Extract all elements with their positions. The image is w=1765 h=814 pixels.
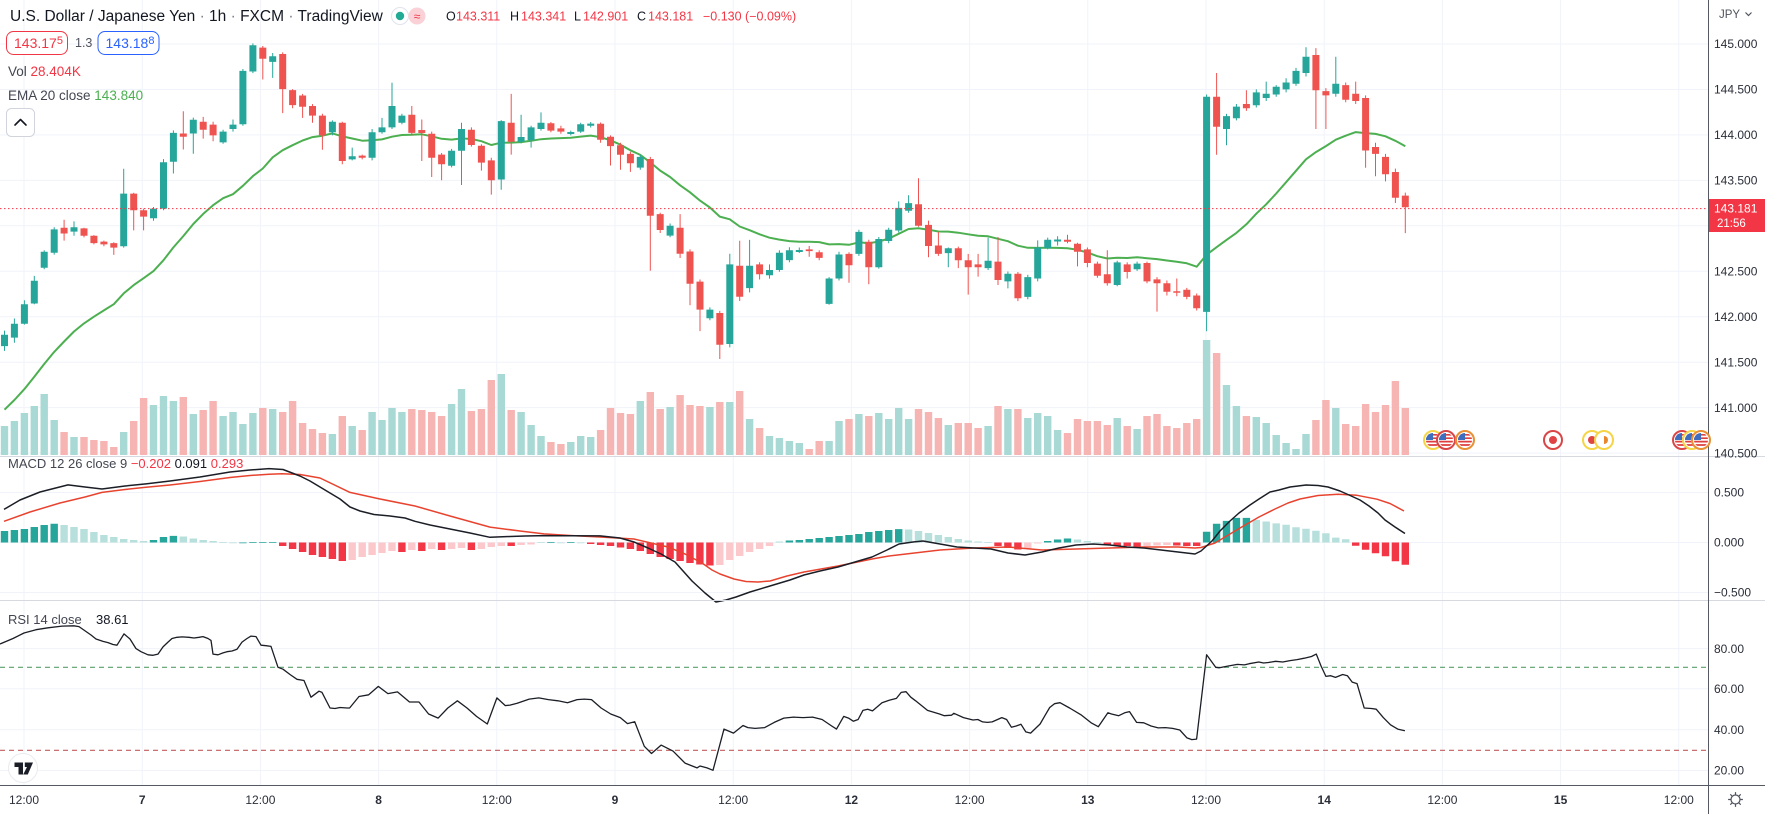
svg-text:12:00: 12:00	[1427, 793, 1457, 807]
svg-text:9: 9	[612, 793, 619, 807]
svg-text:14: 14	[1318, 793, 1332, 807]
svg-text:21:56: 21:56	[1717, 218, 1746, 230]
svg-text:12:00: 12:00	[955, 793, 985, 807]
svg-text:12:00: 12:00	[245, 793, 275, 807]
svg-text:1.3: 1.3	[75, 36, 92, 50]
svg-text:EMA 20 close 143.840: EMA 20 close 143.840	[8, 88, 143, 103]
svg-text:U.S. Dollar / Japanese Yen · 1: U.S. Dollar / Japanese Yen · 1h · FXCM ·…	[10, 8, 384, 25]
svg-text:141.000: 141.000	[1714, 401, 1758, 415]
svg-text:12: 12	[845, 793, 859, 807]
svg-text:20.00: 20.00	[1714, 764, 1744, 778]
svg-text:142.000: 142.000	[1714, 310, 1758, 324]
svg-text:143.181: 143.181	[648, 10, 693, 24]
svg-text:H: H	[510, 10, 519, 24]
svg-text:JPY: JPY	[1719, 9, 1740, 21]
svg-text:143.311: 143.311	[456, 10, 500, 24]
svg-text:C: C	[637, 10, 646, 24]
svg-text:143.175: 143.175	[14, 35, 63, 51]
svg-text:12:00: 12:00	[9, 793, 39, 807]
svg-text:143.181: 143.181	[1714, 202, 1758, 216]
svg-text:0.000: 0.000	[1714, 536, 1744, 550]
svg-text:12:00: 12:00	[482, 793, 512, 807]
svg-text:≈: ≈	[414, 10, 421, 24]
svg-text:142.901: 142.901	[583, 10, 628, 24]
svg-text:140.500: 140.500	[1714, 447, 1758, 461]
svg-text:142.500: 142.500	[1714, 265, 1758, 279]
svg-text:L: L	[574, 10, 581, 24]
svg-text:143.341: 143.341	[521, 10, 566, 24]
svg-text:143.188: 143.188	[106, 35, 155, 51]
svg-text:12:00: 12:00	[718, 793, 748, 807]
svg-text:12:00: 12:00	[1664, 793, 1694, 807]
svg-text:−0.500: −0.500	[1714, 586, 1751, 600]
svg-text:145.000: 145.000	[1714, 37, 1758, 51]
svg-text:12:00: 12:00	[1191, 793, 1221, 807]
svg-text:144.500: 144.500	[1714, 83, 1758, 97]
svg-text:−0.130 (−0.09%): −0.130 (−0.09%)	[703, 10, 796, 24]
svg-text:15: 15	[1554, 793, 1568, 807]
svg-text:144.000: 144.000	[1714, 128, 1758, 142]
svg-text:141.500: 141.500	[1714, 356, 1758, 370]
svg-text:O: O	[446, 10, 456, 24]
svg-text:MACD 12 26 close 9 −0.202 0.0: MACD 12 26 close 9 −0.202 0.091 0.293	[8, 456, 243, 471]
svg-text:143.500: 143.500	[1714, 174, 1758, 188]
svg-text:8: 8	[375, 793, 382, 807]
svg-text:7: 7	[139, 793, 146, 807]
svg-text:80.00: 80.00	[1714, 642, 1744, 656]
svg-text:0.500: 0.500	[1714, 486, 1744, 500]
svg-text:40.00: 40.00	[1714, 723, 1744, 737]
svg-text:13: 13	[1081, 793, 1095, 807]
svg-text:Vol 28.404K: Vol 28.404K	[8, 64, 81, 79]
svg-text:60.00: 60.00	[1714, 682, 1744, 696]
